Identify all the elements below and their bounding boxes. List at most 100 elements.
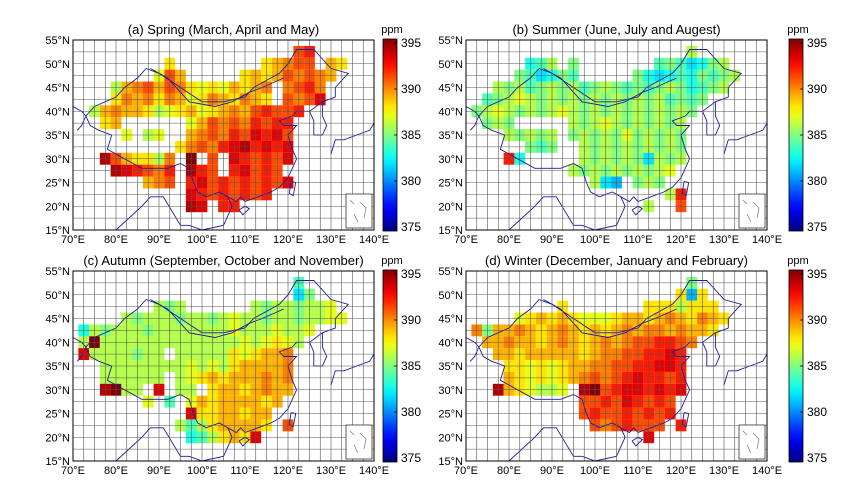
- longitude-label: 100°E: [580, 465, 610, 477]
- longitude-label: 70°E: [454, 465, 478, 477]
- map-frame: [72, 270, 375, 462]
- inset-islands: [349, 199, 367, 223]
- latitude-label: 15°N: [45, 225, 70, 237]
- panel-spring: (a) Spring (March, April and May) 55°N 50°…: [45, 22, 421, 246]
- latitude-label: 15°N: [45, 456, 70, 468]
- latitude-label: 35°N: [45, 130, 70, 142]
- panel-winter: (d) Winter (December, January and Februa…: [438, 253, 827, 477]
- colorbar-tick-label: 385: [401, 128, 421, 142]
- colorbar-tick-label: 385: [401, 359, 421, 373]
- coastline: [508, 427, 626, 461]
- inset-islands: [349, 430, 367, 454]
- colorbar-tick-label: 380: [807, 174, 827, 188]
- latitude-label: 45°N: [45, 314, 70, 326]
- colorbar-tick-label: 375: [807, 220, 827, 234]
- longitude-label: 110°E: [623, 465, 652, 477]
- latitude-label: 25°N: [45, 178, 70, 190]
- colorbar-tick-label: 395: [401, 36, 421, 50]
- latitude-label: 15°N: [438, 456, 463, 468]
- latitude-label: 45°N: [45, 83, 70, 95]
- inset-islands: [742, 430, 760, 454]
- colorbar-tick-label: 390: [401, 313, 421, 327]
- longitude-label: 70°E: [454, 234, 478, 246]
- coastline: [115, 427, 233, 461]
- panel-title: (d) Winter (December, January and Februa…: [485, 253, 748, 268]
- latitude-label: 35°N: [438, 130, 463, 142]
- coastline: [115, 196, 233, 230]
- latitude-label: 55°N: [438, 266, 463, 278]
- latitude-label: 50°N: [45, 290, 70, 302]
- latitude-label: 20°N: [438, 432, 463, 444]
- coastline: [73, 106, 87, 131]
- latitude-label: 50°N: [45, 59, 70, 71]
- longitude-label: 120°E: [666, 234, 696, 246]
- longitude-label: 90°E: [147, 465, 171, 477]
- latitude-label: 25°N: [45, 409, 70, 421]
- longitude-label: 110°E: [623, 234, 652, 246]
- map-frame: [465, 270, 768, 462]
- longitude-label: 70°E: [61, 234, 85, 246]
- coastline: [238, 436, 251, 447]
- coastline: [620, 115, 691, 203]
- colorbar-tick-label: 395: [807, 267, 827, 281]
- colorbar-tick-label: 390: [807, 313, 827, 327]
- panel-title: (b) Summer (June, July and Augest): [512, 22, 720, 37]
- colorbar-tick-label: 385: [807, 128, 827, 142]
- longitude-label: 110°E: [230, 465, 259, 477]
- latitude-label: 40°N: [45, 337, 70, 349]
- coastline: [227, 115, 298, 203]
- longitude-label: 140°E: [359, 234, 389, 246]
- panel-autumn: (c) Autumn (September, October and Novem…: [45, 253, 421, 477]
- longitude-label: 80°E: [497, 234, 521, 246]
- latitude-label: 55°N: [45, 266, 70, 278]
- latitude-label: 35°N: [45, 361, 70, 373]
- coastline: [478, 115, 622, 198]
- inset-islands: [742, 199, 760, 223]
- coastline: [466, 106, 480, 131]
- longitude-label: 100°E: [187, 234, 217, 246]
- map-frame: [465, 39, 768, 231]
- coastline: [73, 337, 87, 362]
- latitude-label: 35°N: [438, 361, 463, 373]
- coastline: [631, 436, 644, 447]
- map-frame: [72, 39, 375, 231]
- south-china-sea-inset: [345, 193, 373, 229]
- longitude-label: 130°E: [709, 234, 739, 246]
- coastline: [466, 337, 480, 362]
- longitude-label: 120°E: [273, 234, 303, 246]
- latitude-label: 40°N: [45, 106, 70, 118]
- latitude-label: 25°N: [438, 178, 463, 190]
- latitude-label: 55°N: [438, 35, 463, 47]
- panel-summer: (b) Summer (June, July and Augest) 55°N 50…: [438, 22, 827, 246]
- longitude-label: 100°E: [580, 234, 610, 246]
- latitude-label: 50°N: [438, 59, 463, 71]
- coastlines: [73, 280, 374, 461]
- colorbar-tick-label: 395: [401, 267, 421, 281]
- south-china-sea-inset: [738, 193, 766, 229]
- longitude-label: 130°E: [316, 234, 346, 246]
- longitude-label: 120°E: [666, 465, 696, 477]
- latitude-label: 30°N: [438, 154, 463, 166]
- latitude-label: 50°N: [438, 290, 463, 302]
- colorbar-tick-label: 375: [401, 451, 421, 465]
- panel-title: (c) Autumn (September, October and Novem…: [83, 253, 363, 268]
- coastline: [238, 205, 251, 216]
- longitude-label: 80°E: [497, 465, 521, 477]
- longitude-label: 110°E: [230, 234, 259, 246]
- colorbar-tick-label: 380: [401, 405, 421, 419]
- longitude-label: 120°E: [273, 465, 303, 477]
- latitude-label: 20°N: [438, 201, 463, 213]
- coastline: [631, 205, 644, 216]
- colorbar-tick-label: 375: [807, 451, 827, 465]
- colorbar-tick-label: 380: [807, 405, 827, 419]
- coastline: [227, 346, 298, 434]
- latitude-label: 40°N: [438, 106, 463, 118]
- colorbar-unit: ppm: [381, 24, 402, 36]
- longitude-label: 80°E: [104, 234, 128, 246]
- longitude-label: 130°E: [709, 465, 739, 477]
- latitude-label: 30°N: [45, 154, 70, 166]
- latitude-label: 20°N: [45, 432, 70, 444]
- latitude-label: 40°N: [438, 337, 463, 349]
